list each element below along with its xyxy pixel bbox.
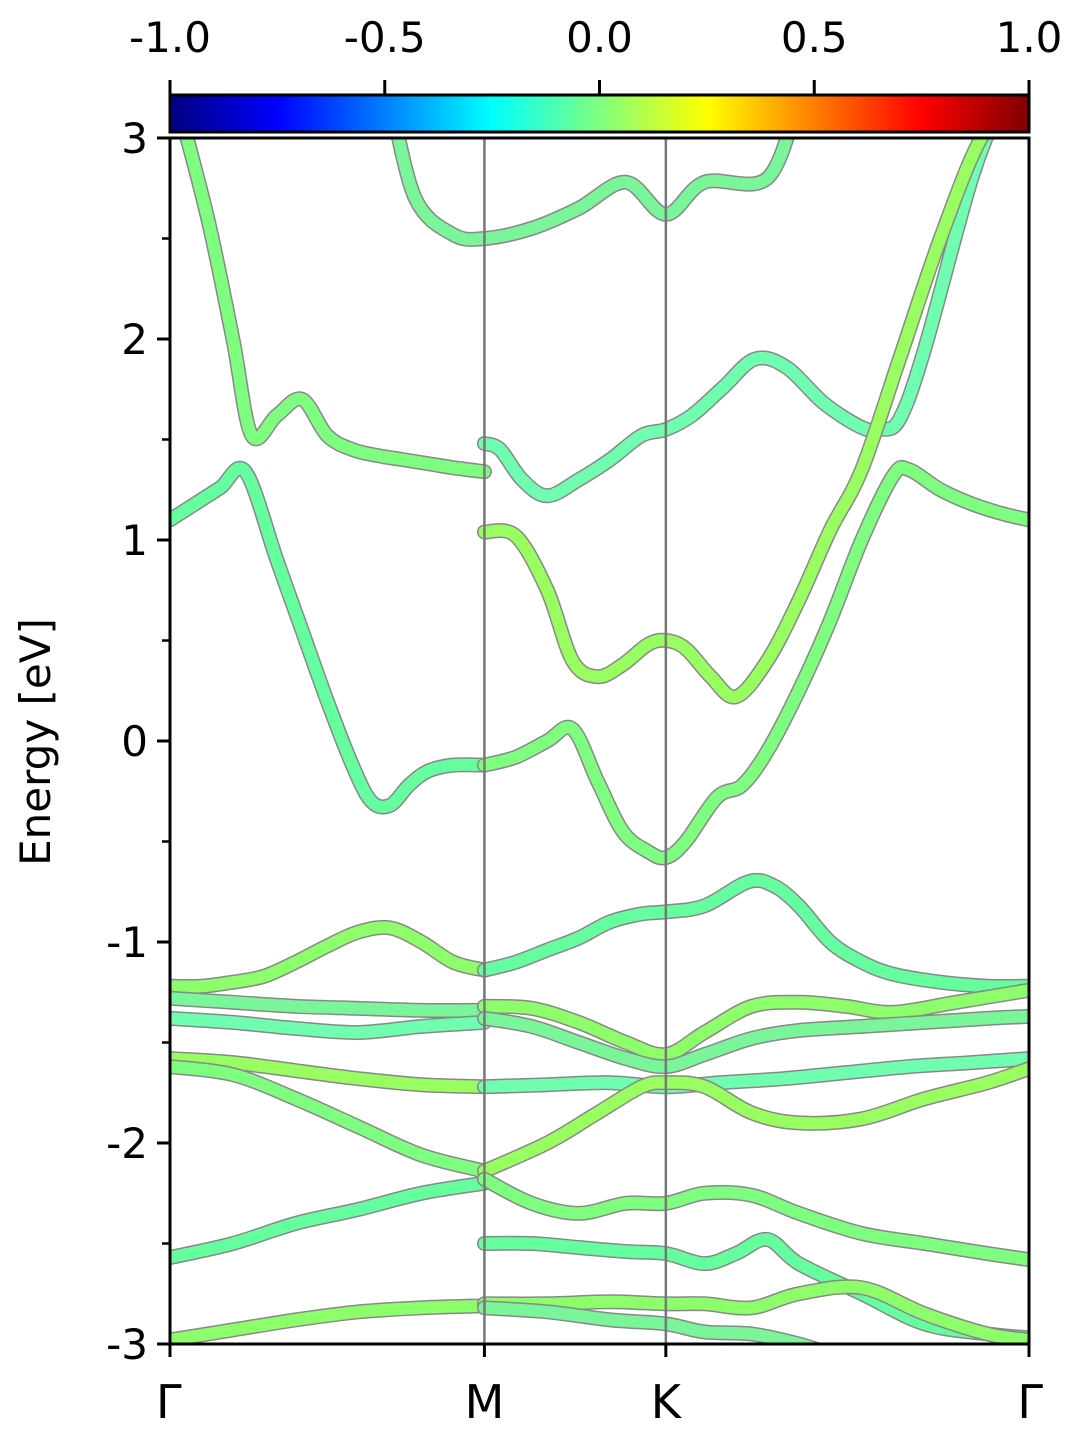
y-axis: -3 -2 -1 0 1 2 3: [106, 114, 170, 1369]
colorbar-tick-label: -0.5: [344, 13, 426, 62]
band-line: [392, 138, 794, 246]
y-tick-label: 3: [121, 114, 148, 163]
band-line: [170, 1012, 491, 1039]
band-line: [170, 1052, 491, 1093]
plot-area: -3 -2 -1 0 1 2 3 Γ M K Γ Energy [eV]: [11, 114, 1043, 1429]
x-tick-label: Γ: [156, 1375, 182, 1429]
band-line: [478, 138, 989, 704]
band-line: [478, 1233, 1029, 1344]
y-tick-label: 1: [121, 516, 148, 565]
y-tick-label: 2: [121, 315, 148, 364]
band-line: [478, 1052, 1029, 1093]
y-tick-label: -3: [106, 1320, 148, 1369]
x-tick-label: K: [651, 1375, 683, 1429]
band-line: [478, 1280, 1029, 1344]
y-tick-label: -1: [106, 918, 148, 967]
band-outline: [476, 872, 1029, 995]
band-line: [170, 992, 491, 1017]
colorbar: -1.0 -0.5 0.0 0.5 1.0: [129, 13, 1062, 134]
band-line: [478, 1301, 820, 1344]
band-outline: [170, 460, 492, 815]
band-line: [170, 1060, 491, 1178]
colorbar-tick-label: 1.0: [996, 13, 1063, 62]
band-line: [478, 138, 993, 502]
colorbar-gradient: [168, 93, 1031, 134]
band-line: [170, 462, 491, 813]
bands: [170, 138, 1029, 1344]
plot-frame: [168, 136, 1031, 1346]
band-line: [478, 461, 1029, 864]
y-axis-label: Energy [eV]: [11, 618, 60, 866]
band-line: [170, 1177, 491, 1264]
y-tick-label: 0: [121, 717, 148, 766]
colorbar-tick-label: -1.0: [129, 13, 211, 62]
colorbar-ticks: -1.0 -0.5 0.0 0.5 1.0: [129, 13, 1062, 95]
band-line: [478, 1010, 1029, 1073]
x-tick-label: Γ: [1017, 1375, 1043, 1429]
band-line: [170, 1299, 491, 1344]
y-tick-label: -2: [106, 1119, 148, 1168]
k-point-lines: [483, 138, 668, 1344]
colorbar-tick-label: 0.0: [566, 13, 633, 62]
band-line: [478, 1173, 1029, 1266]
x-tick-label: M: [465, 1375, 505, 1429]
colorbar-tick-label: 0.5: [781, 13, 848, 62]
band-line: [478, 874, 1029, 993]
band-line: [478, 984, 1029, 1061]
band-line: [170, 921, 491, 993]
band-line: [180, 138, 491, 478]
band-line: [478, 1062, 1029, 1178]
